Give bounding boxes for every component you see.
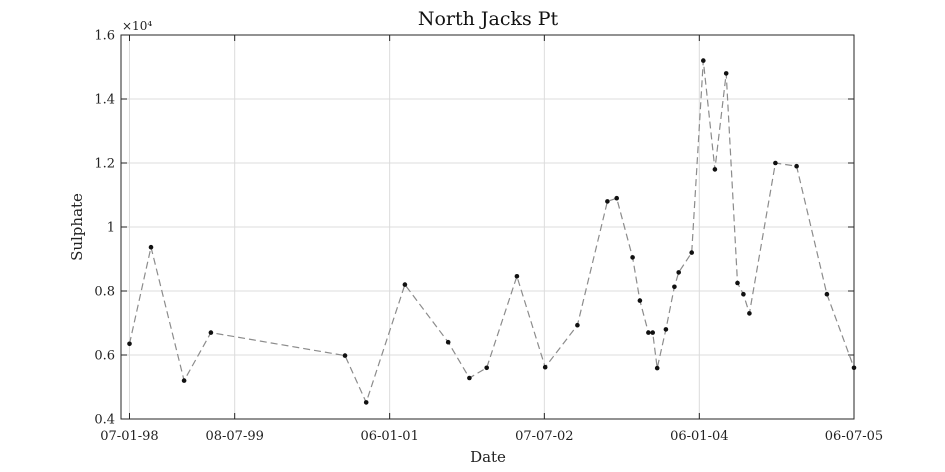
x-tick-label: 08-07-99	[205, 429, 263, 444]
y-tick-label: 0.6	[94, 349, 115, 364]
data-point	[747, 311, 752, 316]
y-tick-label: 1	[107, 221, 115, 236]
data-point	[208, 330, 214, 335]
data-point	[614, 195, 619, 201]
data-point	[723, 71, 729, 76]
data-point	[851, 365, 857, 371]
data-point	[672, 284, 677, 290]
x-tick-label: 06-01-01	[360, 429, 418, 444]
data-point	[445, 339, 451, 345]
chart-title: North Jacks Pt	[418, 8, 559, 30]
x-axis-label: Date	[470, 448, 506, 466]
x-tick-labels: 07-01-98 08-07-99 06-01-01 07-07-02 06-01-04…	[100, 429, 883, 444]
data-point	[689, 250, 694, 255]
y-tick-label: 1.2	[94, 157, 115, 172]
y-tick-label: 0.8	[94, 285, 115, 300]
data-point	[646, 330, 651, 335]
data-point	[735, 280, 740, 286]
data-point	[650, 330, 655, 335]
y-axis-label: Sulphate	[68, 193, 86, 261]
data-point	[402, 282, 408, 287]
data-point	[701, 58, 706, 63]
data-point	[654, 365, 660, 371]
data-point	[741, 291, 746, 297]
data-point	[663, 327, 669, 332]
data-point	[712, 167, 718, 172]
data-point	[363, 400, 369, 405]
y-axis-exponent-label: ×10⁴	[122, 19, 152, 33]
data-point	[794, 163, 799, 169]
x-tick-label: 07-07-02	[515, 429, 573, 444]
data-point	[630, 255, 635, 260]
y-tick-label: 0.4	[94, 413, 115, 428]
data-point	[575, 322, 580, 328]
y-tick-label: 1.4	[94, 93, 115, 108]
axis-ticks	[121, 34, 855, 420]
data-points	[127, 58, 857, 405]
data-point	[484, 365, 490, 371]
data-point	[342, 353, 348, 358]
data-point	[148, 244, 154, 250]
data-point	[127, 341, 132, 347]
data-point	[676, 270, 681, 275]
x-tick-label: 06-07-05	[825, 429, 883, 444]
series-line	[128, 60, 854, 405]
data-point	[467, 375, 472, 381]
data-point	[514, 274, 520, 279]
data-point	[605, 199, 610, 204]
x-tick-label: 06-01-04	[670, 429, 728, 444]
data-point	[824, 291, 830, 297]
data-point	[773, 160, 778, 166]
x-tick-label: 07-01-98	[100, 429, 158, 444]
y-tick-label: 1.6	[94, 29, 115, 44]
data-point	[637, 298, 643, 303]
y-tick-labels: 0.4 0.6 0.8 1 1.2 1.4 1.6	[94, 29, 115, 428]
data-point	[181, 378, 187, 383]
data-point	[542, 364, 548, 370]
